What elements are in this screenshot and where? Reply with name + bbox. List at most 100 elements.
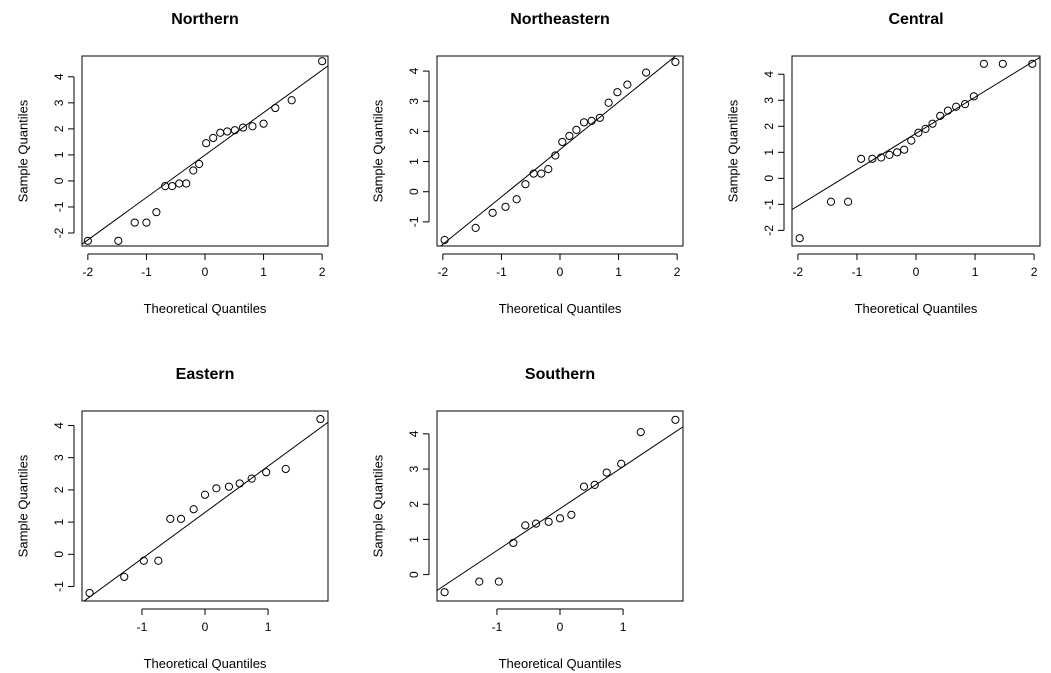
panel-title: Northeastern <box>510 11 610 28</box>
data-point <box>501 202 510 211</box>
data-point <box>579 118 589 127</box>
data-point <box>642 68 651 77</box>
data-point <box>936 111 945 120</box>
x-tick-label: 0 <box>202 265 209 279</box>
x-tick-label: 1 <box>615 265 622 279</box>
data-point <box>494 577 503 586</box>
y-tick-label: 3 <box>407 98 421 105</box>
data-point <box>509 538 518 548</box>
data-point <box>318 57 327 66</box>
data-point <box>223 127 232 136</box>
panel-title: Central <box>888 11 943 28</box>
data-point <box>202 139 211 148</box>
y-tick-label: 1 <box>407 158 421 165</box>
data-point <box>979 59 989 68</box>
data-point <box>900 145 909 154</box>
y-tick-label: -1 <box>52 201 66 212</box>
data-point <box>200 490 210 499</box>
y-tick-label: 4 <box>52 73 66 80</box>
y-tick-label: 0 <box>407 188 421 195</box>
data-point <box>551 151 560 160</box>
data-point <box>636 428 645 437</box>
y-tick-label: -2 <box>52 227 66 238</box>
data-layer <box>437 415 683 597</box>
data-point <box>868 154 877 163</box>
data-point <box>154 556 163 565</box>
x-tick-label: -2 <box>438 265 449 279</box>
data-layer <box>439 56 680 246</box>
y-tick-label: 1 <box>52 518 66 525</box>
qq-panel: Eastern -1 0 1 -1 0 1 2 3 4 Theoretical Quantiles S… <box>15 366 329 671</box>
x-tick-label: 2 <box>1031 265 1038 279</box>
y-tick-label: 1 <box>407 536 421 543</box>
x-tick-label: 0 <box>557 265 564 279</box>
data-point <box>843 197 853 206</box>
plot-frame <box>81 410 329 602</box>
qq-reference-line <box>792 56 1040 210</box>
data-point <box>247 474 256 483</box>
y-tick-label: 4 <box>762 71 776 78</box>
x-tick-label: -1 <box>496 265 507 279</box>
data-layer <box>792 56 1040 243</box>
data-point <box>531 519 541 528</box>
y-axis-title: Sample Quantiles <box>15 99 30 202</box>
y-tick-label: -2 <box>762 225 776 236</box>
data-point <box>943 106 952 115</box>
data-point <box>224 482 234 491</box>
y-axis-title: Sample Quantiles <box>15 454 30 557</box>
plot-frame <box>791 55 1041 247</box>
data-layer <box>83 414 328 601</box>
data-point <box>512 195 521 204</box>
data-point <box>537 169 546 178</box>
data-point <box>248 122 257 131</box>
x-tick-label: -1 <box>852 265 863 279</box>
data-point <box>175 179 184 188</box>
y-axis-title: Sample Quantiles <box>370 454 385 557</box>
y-tick-label: 3 <box>52 99 66 106</box>
qq-panel: Central -2 -1 0 1 2 -2 -1 0 1 2 3 4 Theoretical Quant… <box>725 11 1041 316</box>
data-point <box>189 166 198 175</box>
data-point <box>567 510 576 519</box>
data-point <box>168 182 177 191</box>
data-point <box>139 556 148 565</box>
y-tick-label: 2 <box>407 128 421 135</box>
data-point <box>555 514 565 523</box>
y-tick-label: 4 <box>52 422 66 429</box>
data-point <box>440 235 449 245</box>
y-axis-title: Sample Quantiles <box>725 99 740 202</box>
data-point <box>471 223 480 233</box>
y-tick-label: 3 <box>407 465 421 472</box>
data-point <box>120 572 129 581</box>
x-tick-label: 1 <box>620 620 627 634</box>
x-tick-label: 0 <box>557 620 564 634</box>
y-tick-label: 4 <box>407 430 421 437</box>
x-tick-label: -1 <box>492 620 503 634</box>
data-point <box>176 514 186 523</box>
data-point <box>142 218 151 227</box>
y-tick-label: 2 <box>762 123 776 130</box>
data-point <box>604 98 613 107</box>
y-tick-label: 4 <box>407 67 421 74</box>
data-point <box>826 197 836 206</box>
data-point <box>316 414 325 424</box>
y-tick-label: 0 <box>762 175 776 182</box>
data-point <box>475 577 484 586</box>
y-tick-label: 1 <box>52 151 66 158</box>
x-axis-title: Theoretical Quantiles <box>144 301 267 316</box>
data-point <box>572 125 581 134</box>
data-point <box>928 119 937 128</box>
data-point <box>671 415 680 424</box>
data-point <box>952 102 961 111</box>
y-tick-label: 2 <box>407 501 421 508</box>
data-point <box>623 80 632 89</box>
data-point <box>1028 59 1037 68</box>
data-point <box>544 517 553 526</box>
qq-reference-line <box>83 421 328 601</box>
x-tick-label: 1 <box>972 265 979 279</box>
data-point <box>921 124 930 133</box>
y-tick-label: -1 <box>407 216 421 227</box>
y-tick-label: 0 <box>407 571 421 578</box>
panel-title: Eastern <box>176 366 235 383</box>
x-tick-label: -2 <box>793 265 804 279</box>
